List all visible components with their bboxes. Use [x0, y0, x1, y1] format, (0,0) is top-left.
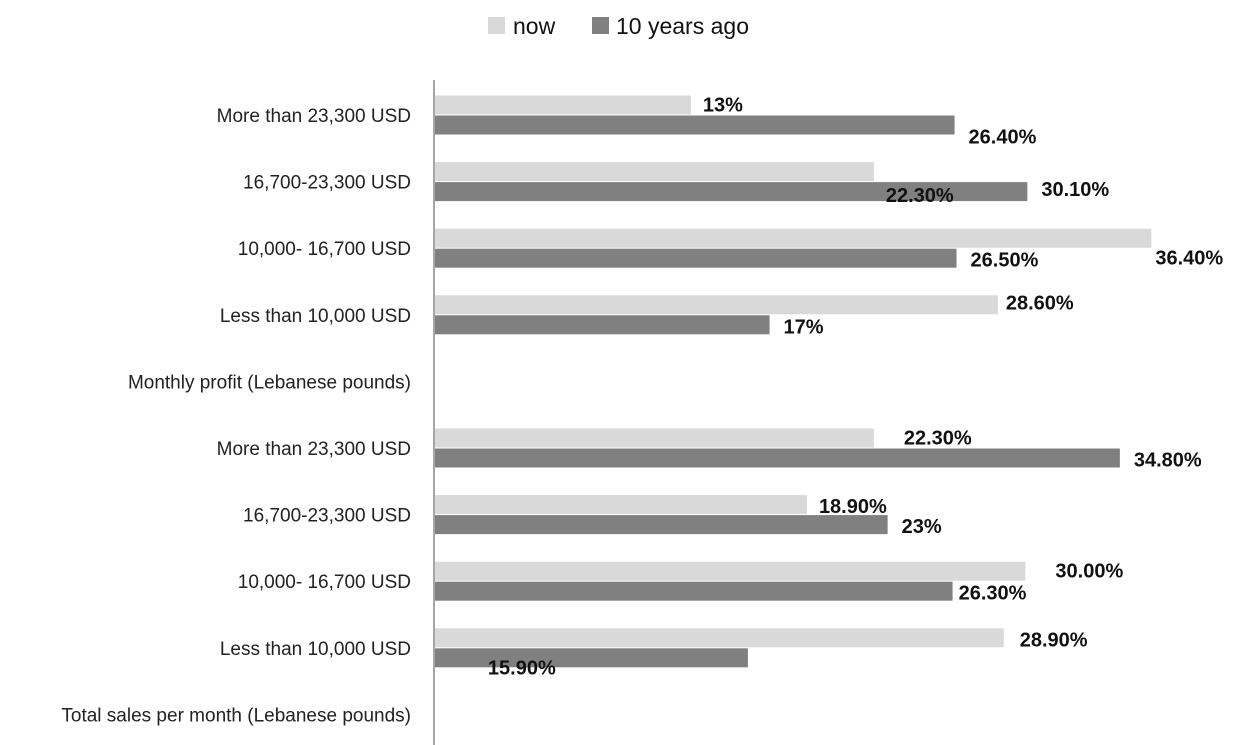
legend-label-now: now — [513, 13, 556, 39]
legend: now 10 years ago — [488, 13, 749, 39]
category-label-more-than-23-300-usd: More than 23,300 USD — [217, 106, 411, 127]
category-labels: More than 23,300 USD 16,700-23,300 USD 10,… — [61, 106, 411, 726]
bar-now-2 — [435, 229, 1151, 248]
legend-label-10-years-ago: 10 years ago — [616, 13, 749, 39]
data-label-10-years-ago-7: 26.30% — [959, 583, 1027, 605]
data-label-now-7: 30.00% — [1055, 561, 1123, 583]
data-label-10-years-ago-0: 26.40% — [969, 127, 1037, 149]
bar-now-5 — [435, 429, 874, 448]
bar-10-years-ago-2 — [435, 249, 957, 268]
bar-10-years-ago-7 — [435, 582, 953, 601]
category-label-10-000-16-700-usd: 10,000- 16,700 USD — [238, 572, 411, 593]
bar-now-7 — [435, 562, 1025, 581]
data-label-now-1: 22.30% — [886, 185, 954, 207]
data-label-now-5: 22.30% — [904, 428, 972, 450]
bar-10-years-ago-8 — [435, 648, 748, 667]
legend-swatch-10-years-ago — [592, 17, 609, 34]
category-label-less-than-10-000-usd: Less than 10,000 USD — [220, 306, 411, 327]
bar-10-years-ago-5 — [435, 449, 1120, 468]
bar-now-0 — [435, 96, 691, 115]
category-label-less-than-10-000-usd: Less than 10,000 USD — [220, 639, 411, 660]
data-label-10-years-ago-2: 26.50% — [971, 250, 1039, 272]
bar-10-years-ago-0 — [435, 116, 955, 135]
bar-10-years-ago-3 — [435, 315, 770, 334]
data-label-10-years-ago-8: 15.90% — [488, 657, 556, 679]
bar-now-6 — [435, 495, 807, 514]
bar-now-8 — [435, 628, 1004, 647]
data-label-now-6: 18.90% — [819, 496, 887, 518]
legend-swatch-now — [488, 17, 505, 34]
data-label-10-years-ago-6: 23% — [902, 516, 942, 538]
category-label-16-700-23-300-usd: 16,700-23,300 USD — [243, 173, 411, 194]
category-label-10-000-16-700-usd: 10,000- 16,700 USD — [238, 239, 411, 260]
data-label-now-3: 28.60% — [1006, 292, 1074, 314]
data-label-10-years-ago-3: 17% — [784, 316, 824, 338]
data-label-10-years-ago-1: 30.10% — [1041, 179, 1109, 201]
bar-now-3 — [435, 295, 998, 314]
data-label-now-2: 36.40% — [1155, 248, 1223, 270]
category-label-monthly-profit-lebanese-pounds: Monthly profit (Lebanese pounds) — [128, 372, 411, 393]
bar-now-1 — [435, 162, 874, 181]
category-label-16-700-23-300-usd: 16,700-23,300 USD — [243, 506, 411, 527]
category-label-more-than-23-300-usd: More than 23,300 USD — [217, 439, 411, 460]
data-label-10-years-ago-5: 34.80% — [1134, 450, 1202, 472]
data-label-now-0: 13% — [703, 95, 743, 117]
category-label-total-sales-per-month-lebanese-pounds: Total sales per month (Lebanese pounds) — [61, 705, 411, 726]
data-label-now-8: 28.90% — [1020, 629, 1088, 651]
